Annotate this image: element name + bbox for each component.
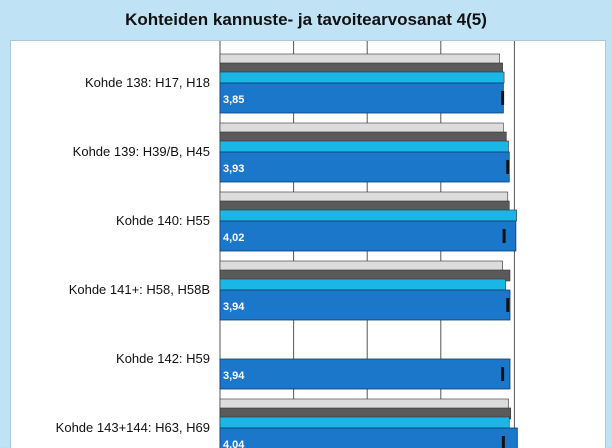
bar-value-label-6: 4,04 bbox=[223, 439, 245, 448]
bar-series3-1 bbox=[219, 71, 505, 84]
target-marker-1 bbox=[501, 91, 505, 105]
bar-main-2 bbox=[219, 151, 510, 183]
category-label-4: Kohde 141+: H58, H58B bbox=[69, 282, 210, 297]
chart-plot-area: 3,85 Kohde 138: H17, H18 3,93 Kohde 139: H3… bbox=[10, 40, 606, 448]
target-marker-6 bbox=[501, 436, 505, 448]
target-marker-4 bbox=[506, 298, 510, 312]
bar-series3-3 bbox=[219, 209, 517, 222]
category-label-3: Kohde 140: H55 bbox=[116, 213, 210, 228]
category-label-6: Kohde 143+144: H63, H69 bbox=[56, 420, 210, 435]
bar-series3-4 bbox=[219, 278, 506, 291]
bar-main-4 bbox=[219, 289, 511, 321]
target-marker-5 bbox=[501, 367, 505, 381]
chart-title: Kohteiden kannuste- ja tavoitearvosanat … bbox=[125, 10, 487, 29]
bar-chart: 3,85 Kohde 138: H17, H18 3,93 Kohde 139: H3… bbox=[11, 41, 518, 448]
target-marker-2 bbox=[506, 160, 510, 174]
bar-series3-6 bbox=[219, 416, 510, 429]
bar-main-5 bbox=[219, 358, 511, 390]
category-label-5: Kohde 142: H59 bbox=[116, 351, 210, 366]
bar-value-label-4: 3,94 bbox=[223, 301, 245, 313]
bar-value-label-5: 3,94 bbox=[223, 370, 245, 382]
bar-value-label-2: 3,93 bbox=[223, 163, 244, 175]
bar-value-label-3: 4,02 bbox=[223, 232, 244, 244]
bar-main-6 bbox=[219, 427, 518, 448]
category-label-2: Kohde 139: H39/B, H45 bbox=[73, 144, 210, 159]
bar-main-3 bbox=[219, 220, 517, 252]
bar-series3-2 bbox=[219, 140, 509, 153]
target-marker-3 bbox=[502, 229, 506, 243]
bar-main-1 bbox=[219, 82, 504, 114]
category-label-1: Kohde 138: H17, H18 bbox=[85, 75, 210, 90]
bar-value-label-1: 3,85 bbox=[223, 94, 244, 106]
label-column bbox=[11, 41, 220, 448]
